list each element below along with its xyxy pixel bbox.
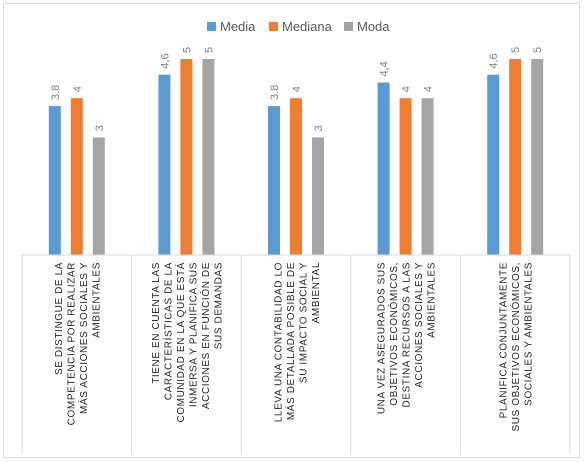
category-label-line: UNA VEZ ASEGURADOS SUS bbox=[377, 262, 388, 414]
bars bbox=[48, 59, 544, 256]
category-label-line: ACCIONES EN FUNCIÓN DE bbox=[199, 262, 212, 409]
bar-moda-3 bbox=[312, 137, 324, 255]
data-label-media-4: 4,4 bbox=[379, 61, 391, 76]
category-label-line: COMPETENCIA POR REALIZAR bbox=[67, 262, 78, 425]
bar-mediana-1 bbox=[70, 98, 83, 255]
data-label-media-1: 3.8 bbox=[50, 85, 62, 100]
category-label-line: TIENE EN CUENTA LAS bbox=[151, 262, 162, 384]
category-label-line: COMUNIDAD EN LA QUE ESTÁ bbox=[174, 262, 187, 423]
bar-mediana-3 bbox=[290, 98, 302, 255]
data-label-media-3: 3.8 bbox=[269, 85, 281, 100]
category-label-line: INMERSA Y PLANIFICA SUS bbox=[189, 262, 200, 407]
legend: Media Mediana Moda bbox=[207, 19, 390, 34]
category-label-line: AMBIENTALES bbox=[427, 262, 438, 338]
category-label-line: AMBIENTAL bbox=[311, 262, 322, 323]
category-label-line: SE DISTINGUE DE LA bbox=[54, 262, 65, 375]
category-label-line: CARACTERÍSTICAS DE LA bbox=[162, 262, 175, 400]
data-label-mediana-2: 5 bbox=[181, 47, 193, 53]
category-label-2: TIENE EN CUENTA LAS CARACTERÍSTICAS DE LA… bbox=[151, 262, 225, 423]
category-label-line: SUS DEMANDAS bbox=[214, 262, 225, 349]
category-label-line: MÁS ACCIONES SOCIALES Y bbox=[77, 262, 90, 414]
category-label-1: SE DISTINGUE DE LA COMPETENCIA POR REALIZ… bbox=[54, 262, 103, 425]
data-label-mediana-5: 5 bbox=[510, 47, 522, 53]
bar-moda-5 bbox=[531, 59, 544, 255]
category-label-line: OBJETIVOS ECONÓMICOS, bbox=[387, 262, 400, 406]
data-label-media-5: 4,6 bbox=[488, 53, 500, 68]
bar-moda-2 bbox=[202, 59, 215, 255]
bar-mediana-5 bbox=[509, 59, 522, 255]
bar-media-5 bbox=[487, 74, 500, 256]
legend-swatch-moda bbox=[344, 22, 353, 31]
category-dividers bbox=[21, 255, 571, 454]
category-label-line: ACCIONES SOCIALES Y bbox=[414, 262, 425, 388]
legend-label-moda: Moda bbox=[357, 19, 390, 34]
category-label-line: DESTINA RECURSOS A LAS bbox=[402, 262, 413, 407]
category-label-line: SUS OBJETIVOS ECONÓMICOS, bbox=[509, 262, 522, 431]
data-label-mediana-3: 4 bbox=[291, 86, 303, 92]
category-label-line: SU IMPACTO SOCIAL Y bbox=[298, 262, 309, 383]
legend-swatch-media bbox=[207, 22, 216, 31]
bar-moda-4 bbox=[421, 98, 434, 255]
data-labels: 3.8 4 3 4,6 5 5 3.8 4 3 4,4 4 4 4,6 5 5 bbox=[50, 47, 544, 132]
category-label-4: UNA VEZ ASEGURADOS SUS OBJETIVOS ECONÓMIC… bbox=[377, 262, 438, 414]
data-label-mediana-4: 4 bbox=[401, 86, 413, 92]
category-labels: SE DISTINGUE DE LA COMPETENCIA POR REALIZ… bbox=[54, 262, 535, 431]
bar-media-3 bbox=[268, 106, 280, 255]
data-label-media-2: 4,6 bbox=[159, 53, 171, 68]
category-label-line: LLEVA UNA CONTABILIDAD LO bbox=[273, 262, 284, 422]
bar-media-4 bbox=[377, 82, 390, 256]
category-label-line: PLANIFICA CONJUNTAMENTE bbox=[499, 262, 510, 418]
category-label-line: SOCIALES Y AMBIENTALES bbox=[524, 262, 535, 406]
data-label-moda-3: 3 bbox=[313, 125, 325, 131]
bar-mediana-2 bbox=[180, 59, 193, 255]
bar-moda-1 bbox=[92, 137, 105, 255]
data-label-mediana-1: 4 bbox=[72, 86, 84, 92]
category-label-line: MÁS DETALLADA POSIBLE DE bbox=[284, 262, 297, 420]
category-label-3: LLEVA UNA CONTABILIDAD LO MÁS DETALLADA P… bbox=[273, 262, 322, 422]
bar-media-2 bbox=[158, 74, 171, 256]
category-label-line: AMBIENTALES bbox=[92, 262, 103, 338]
bar-media-1 bbox=[48, 106, 61, 255]
legend-swatch-mediana bbox=[269, 22, 278, 31]
bar-mediana-4 bbox=[399, 98, 412, 255]
data-label-moda-1: 3 bbox=[94, 125, 106, 131]
category-label-5: PLANIFICA CONJUNTAMENTE SUS OBJETIVOS ECO… bbox=[499, 262, 535, 431]
data-label-moda-4: 4 bbox=[423, 86, 435, 92]
chart-frame bbox=[3, 3, 580, 458]
data-label-moda-2: 5 bbox=[203, 47, 215, 53]
legend-label-media: Media bbox=[220, 19, 256, 34]
data-label-moda-5: 5 bbox=[532, 47, 544, 53]
legend-label-mediana: Mediana bbox=[282, 19, 333, 34]
